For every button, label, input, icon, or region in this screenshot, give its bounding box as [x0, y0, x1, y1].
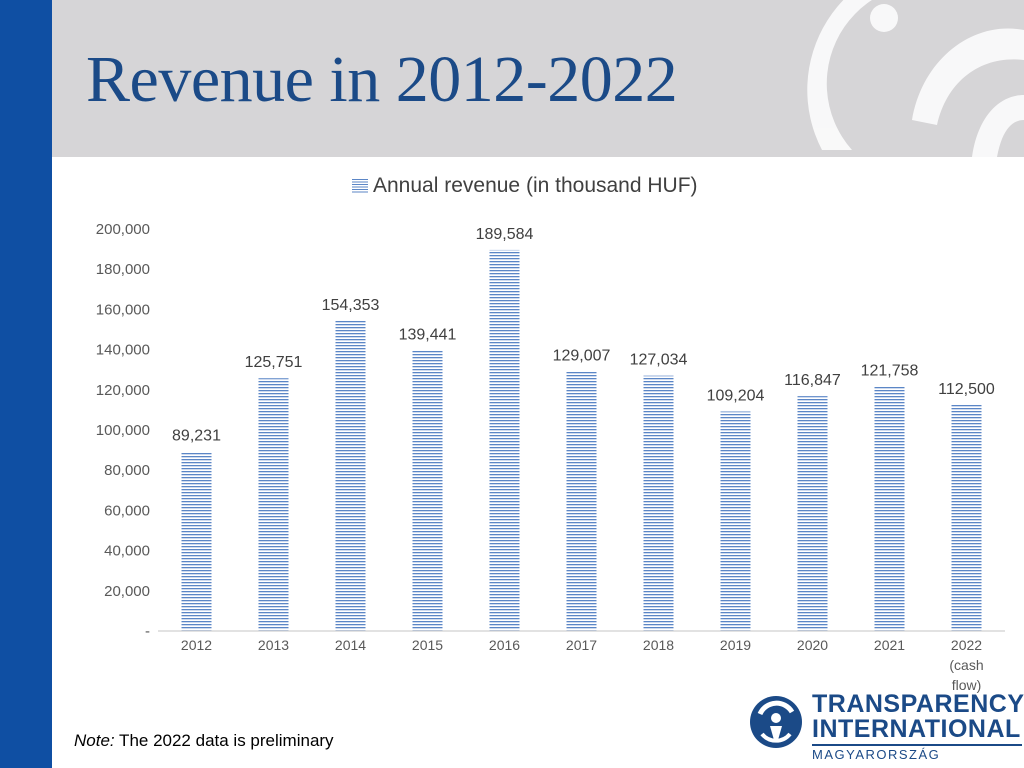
y-tick-label: 180,000 — [96, 261, 150, 278]
data-labels: 89,231 125,751 154,353 139,441 189,584 129,00… — [172, 226, 995, 445]
y-tick-label: 60,000 — [104, 502, 150, 519]
logo-wordmark: TRANSPARENCY INTERNATIONAL MAGYARORSZÁG — [812, 692, 1024, 764]
revenue-bar-chart: - 20,000 40,000 60,000 80,000 100,000 120,000 1… — [96, 221, 1005, 693]
logo-line-transparency: TRANSPARENCY — [812, 690, 1024, 718]
x-tick-label: 2016 — [489, 637, 520, 653]
bar — [951, 404, 982, 631]
footnote: Note: The 2022 data is preliminary — [74, 731, 334, 751]
legend-label: Annual revenue (in thousand HUF) — [373, 174, 698, 197]
data-label: 125,751 — [245, 354, 303, 371]
bar — [874, 386, 905, 631]
bar — [335, 320, 366, 631]
y-tick-label: 200,000 — [96, 221, 150, 238]
y-tick-label: 20,000 — [104, 583, 150, 600]
data-label: 121,758 — [861, 362, 919, 379]
data-label: 129,007 — [553, 348, 611, 365]
y-tick-label: 160,000 — [96, 301, 150, 318]
bar — [720, 411, 751, 631]
legend-swatch — [352, 179, 368, 193]
data-label: 127,034 — [630, 352, 688, 369]
y-tick-label: 40,000 — [104, 543, 150, 560]
logo-line-international: INTERNATIONAL — [812, 715, 1021, 743]
chart-legend: Annual revenue (in thousand HUF) — [352, 172, 698, 200]
bar — [489, 249, 520, 631]
bar-series — [181, 249, 982, 631]
bar — [181, 451, 212, 631]
x-tick-label: 2021 — [874, 637, 905, 653]
bar — [258, 378, 289, 631]
data-label: 89,231 — [172, 428, 221, 445]
bar — [412, 350, 443, 631]
x-tick-label: 2018 — [643, 637, 674, 653]
data-label: 189,584 — [476, 226, 534, 243]
x-axis-labels: 2012 2013 2014 2015 2016 2017 2018 2019 2020 2021… — [181, 637, 984, 693]
bar — [797, 396, 828, 631]
y-tick-label: 140,000 — [96, 342, 150, 359]
ti-emblem-icon — [750, 696, 802, 748]
x-tick-label: flow) — [952, 677, 982, 693]
x-tick-label: 2013 — [258, 637, 289, 653]
x-tick-label: 2017 — [566, 637, 597, 653]
data-label: 112,500 — [938, 381, 995, 398]
header-band — [52, 0, 1024, 157]
logo-line-country: MAGYARORSZÁG — [812, 744, 1022, 764]
bar — [643, 375, 674, 631]
data-label: 109,204 — [707, 387, 765, 404]
globe-watermark-icon — [807, 0, 1024, 157]
y-tick-label: 80,000 — [104, 462, 150, 479]
left-accent-band — [0, 0, 52, 768]
x-tick-label: 2012 — [181, 637, 212, 653]
x-tick-label: 2019 — [720, 637, 751, 653]
x-tick-label: (cash — [949, 657, 983, 673]
x-tick-label: 2020 — [797, 637, 828, 653]
y-tick-label: 120,000 — [96, 382, 150, 399]
y-axis-labels: - 20,000 40,000 60,000 80,000 100,000 120,000 1… — [96, 221, 150, 640]
y-tick-label: 100,000 — [96, 422, 150, 439]
data-label: 116,847 — [784, 372, 841, 389]
data-label: 154,353 — [322, 297, 380, 314]
note-text: The 2022 data is preliminary — [114, 731, 334, 750]
x-tick-label: 2014 — [335, 637, 366, 653]
note-label: Note: — [74, 731, 115, 750]
slide-title: Revenue in 2012-2022 — [86, 43, 678, 116]
transparency-international-logo: TRANSPARENCY INTERNATIONAL MAGYARORSZÁG — [748, 692, 1024, 764]
x-tick-label: 2015 — [412, 637, 443, 653]
x-tick-label: 2022 — [951, 637, 982, 653]
bar — [566, 371, 597, 631]
data-label: 139,441 — [399, 327, 457, 344]
y-tick-label: - — [145, 623, 150, 640]
